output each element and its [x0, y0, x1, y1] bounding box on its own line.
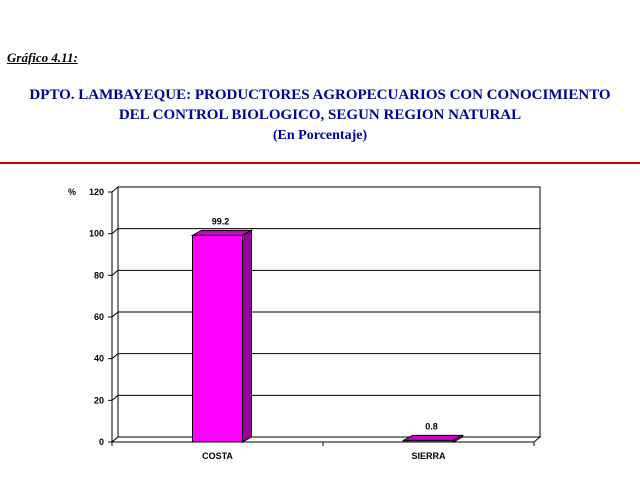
- chart-title-line-1: DPTO. LAMBAYEQUE: PRODUCTORES AGROPECUAR…: [29, 87, 611, 103]
- x-tick-label: COSTA: [202, 451, 233, 461]
- chart-floor: [110, 436, 542, 443]
- gridline-floor-link: [111, 353, 119, 360]
- y-tick-label: 120: [89, 187, 104, 197]
- y-axis-label: %: [68, 187, 76, 197]
- gridline-floor-link: [111, 311, 119, 318]
- gridline-floor-link: [111, 228, 119, 235]
- y-tick-label: 20: [94, 395, 104, 405]
- bar-side-costa: [242, 229, 252, 443]
- y-tick-label: 0: [99, 437, 104, 447]
- chart-bars: [190, 229, 465, 443]
- y-tick-label: 40: [94, 354, 104, 364]
- data-label: 99.2: [212, 216, 230, 226]
- bar-top-costa: [190, 229, 254, 236]
- figure-label: Gráfico 4.11:: [7, 50, 78, 65]
- chart-grid: [111, 186, 541, 443]
- x-tick-label: SIERRA: [411, 451, 446, 461]
- bar-side-sierra: [453, 434, 463, 443]
- bar-top-sierra: [401, 434, 465, 441]
- gridline-floor-link: [111, 186, 119, 193]
- title-divider: [0, 162, 640, 164]
- chart-labels: 99.2 COSTA 0.8 SIERRA: [202, 216, 446, 461]
- chart-title-line-2: DEL CONTROL BIOLOGICO, SEGUN REGION NATU…: [118, 107, 522, 123]
- gridline-floor-link: [111, 394, 119, 401]
- chart-axes: 0 20 40 60 80 100 120%: [68, 187, 542, 447]
- bar-costa: [192, 234, 243, 443]
- gridline-floor-link: [111, 269, 119, 276]
- y-tick-label: 100: [89, 229, 104, 239]
- chart-subtitle: (En Porcentaje): [272, 128, 368, 143]
- data-label: 0.8: [425, 421, 438, 431]
- y-tick-label: 60: [94, 312, 104, 322]
- y-tick-label: 80: [94, 270, 104, 280]
